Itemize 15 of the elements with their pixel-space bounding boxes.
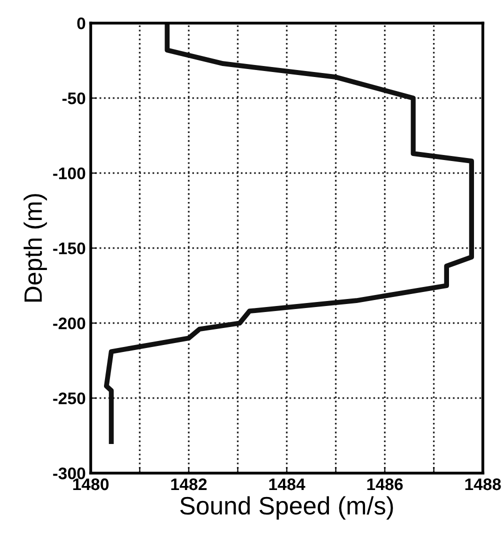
x-tick-label: 1486 [367, 478, 403, 490]
y-tick-label: -150 [53, 242, 86, 254]
x-tick-label: 1484 [269, 478, 306, 490]
x-tick-label: 1482 [171, 478, 207, 490]
y-tick-label: 0 [77, 17, 86, 30]
x-tick-label: 1480 [73, 478, 109, 490]
x-tick-label: 1488 [465, 478, 501, 490]
y-tick-label: -200 [53, 317, 86, 330]
y-tick-label: -250 [53, 392, 86, 404]
y-tick-label: -300 [53, 468, 86, 480]
y-axis-title: Depth (m) [24, 194, 47, 302]
x-axis-title: Sound Speed (m/s) [180, 496, 393, 520]
y-tick-label: -100 [53, 167, 86, 180]
line-series [104, 23, 474, 444]
y-tick-label: -50 [62, 92, 86, 104]
